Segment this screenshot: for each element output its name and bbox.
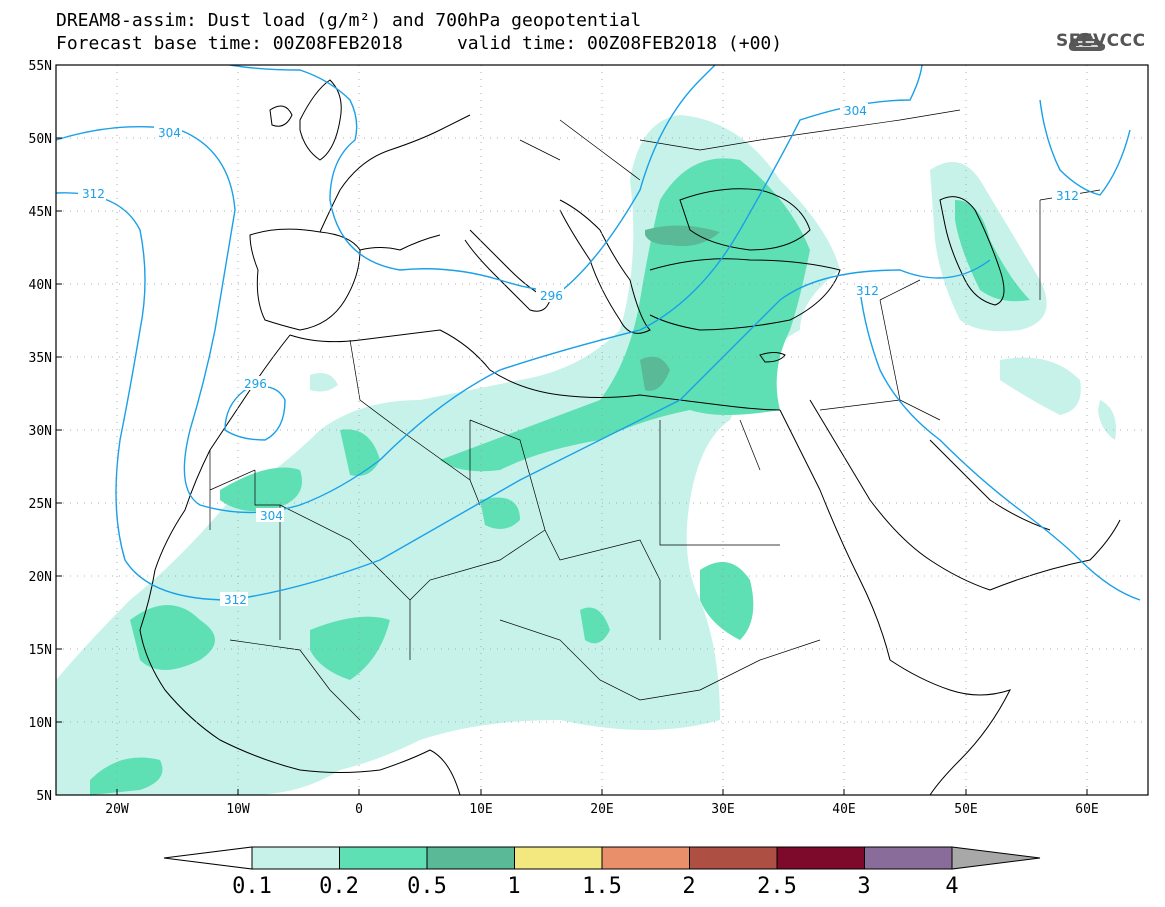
colorbar-under-arrow	[163, 846, 253, 870]
contour-label: 304	[260, 509, 283, 523]
contour-labels: 304 312 304 296 296 304 312 312 312	[78, 103, 1080, 607]
lat-label: 15N	[29, 643, 52, 658]
lon-label: 20E	[590, 802, 613, 817]
lat-label: 5N	[36, 789, 52, 804]
colorbar: 0.1 0.2 0.5 1 1.5 2 2.5 3 4	[163, 846, 1041, 899]
lat-label: 50N	[29, 132, 52, 147]
colorbar-over-arrow	[951, 846, 1041, 870]
contour-label: 304	[844, 104, 867, 118]
contour-label: 312	[224, 593, 247, 607]
lon-label: 20W	[105, 802, 129, 817]
lon-label: 0	[355, 802, 363, 817]
lat-label: 10N	[29, 716, 52, 731]
contour-label: 296	[244, 377, 267, 391]
colorbar-swatch	[426, 846, 515, 870]
geopotential-contours	[56, 65, 1141, 601]
dust-mid-areas	[90, 158, 1030, 795]
colorbar-label: 0.1	[232, 874, 272, 899]
colorbar-label: 3	[857, 874, 870, 899]
lat-label: 40N	[29, 278, 52, 293]
colorbar-swatches	[251, 846, 953, 870]
lat-label: 25N	[29, 497, 52, 512]
contour-label: 312	[856, 284, 879, 298]
logo-text: SEEVCCC	[1056, 31, 1146, 51]
lat-label: 45N	[29, 205, 52, 220]
colorbar-label: 0.5	[407, 874, 447, 899]
lat-label: 20N	[29, 570, 52, 585]
colorbar-label: 2	[682, 874, 695, 899]
graticule	[56, 65, 1148, 795]
longitude-labels: 20W 10W 0 10E 20E 30E 40E 50E 60E	[105, 802, 1098, 817]
map-title-line-2: Forecast base time: 00Z08FEB2018 valid t…	[56, 33, 783, 54]
colorbar-swatch	[864, 846, 953, 870]
colorbar-swatch	[601, 846, 690, 870]
colorbar-swatch	[689, 846, 778, 870]
lon-label: 60E	[1075, 802, 1098, 817]
lon-label: 40E	[832, 802, 855, 817]
contour-label: 312	[1056, 189, 1079, 203]
map-frame-content: 304 312 304 296 296 304 312 312 312	[56, 65, 1148, 795]
lat-label: 35N	[29, 351, 52, 366]
colorbar-label: 2.5	[757, 874, 797, 899]
lat-label: 55N	[29, 59, 52, 74]
map-title-line-1: DREAM8-assim: Dust load (g/m²) and 700hP…	[56, 10, 642, 31]
colorbar-swatch	[339, 846, 428, 870]
lon-label: 50E	[954, 802, 977, 817]
lon-label: 10W	[226, 802, 250, 817]
latitude-labels: 55N 50N 45N 40N 35N 30N 25N 20N 15N 10N …	[29, 59, 52, 804]
contour-label: 304	[158, 126, 181, 140]
dust-dark-areas	[640, 225, 720, 391]
colorbar-label: 1	[507, 874, 520, 899]
colorbar-swatch	[514, 846, 603, 870]
colorbar-label: 1.5	[582, 874, 622, 899]
colorbar-swatch	[776, 846, 865, 870]
axis-ticks	[56, 64, 1088, 795]
lon-label: 30E	[711, 802, 734, 817]
colorbar-label: 0.2	[319, 874, 359, 899]
colorbar-swatch	[251, 846, 340, 870]
lat-label: 30N	[29, 424, 52, 439]
colorbar-label: 4	[945, 874, 958, 899]
contour-label: 312	[82, 187, 105, 201]
coastlines	[139, 79, 1121, 795]
lon-label: 10E	[469, 802, 492, 817]
colorbar-labels: 0.1 0.2 0.5 1 1.5 2 2.5 3 4	[232, 874, 959, 899]
cloud-icon	[1068, 32, 1106, 51]
country-borders	[209, 109, 1101, 721]
contour-label: 296	[540, 289, 563, 303]
